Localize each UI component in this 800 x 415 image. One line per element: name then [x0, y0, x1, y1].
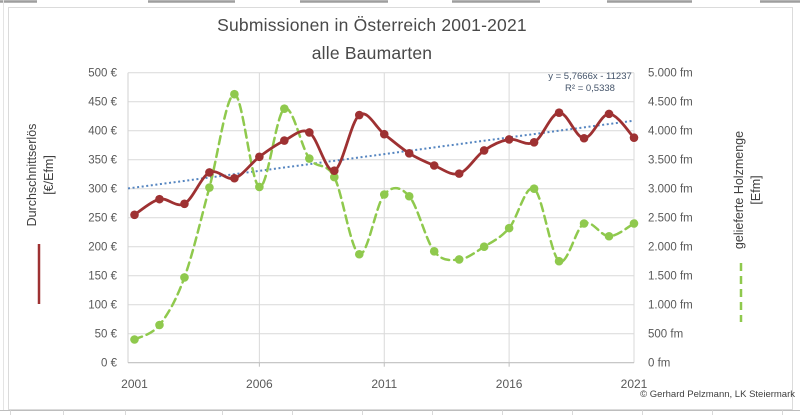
volume-data-point	[155, 320, 164, 330]
revenue-data-point	[429, 161, 439, 170]
volume-data-point	[479, 242, 489, 251]
volume-line	[133, 92, 636, 341]
revenue-data-point	[629, 133, 639, 142]
revenue-data-point	[305, 128, 314, 137]
volume-data-point	[404, 191, 414, 201]
y-right-tick-label: 2.500 fm	[648, 213, 693, 225]
x-tick-label: 2011	[371, 377, 397, 391]
revenue-data-point	[404, 149, 414, 158]
revenue-data-point	[579, 133, 589, 143]
y-left-tick-label: 200 €	[88, 242, 117, 254]
y-right-tick-label: 0 fm	[648, 358, 670, 370]
volume-data-point	[629, 219, 639, 228]
y-right-tick-label: 4.500 fm	[648, 97, 693, 109]
revenue-data-point	[205, 168, 214, 177]
revenue-data-point	[280, 136, 289, 145]
trendline-equation: y = 5,7666x - 11237	[548, 71, 632, 82]
y-left-tick-label: 150 €	[88, 271, 117, 283]
volume-data-point	[579, 219, 589, 228]
left-axis-title-line2: [€/Efm]	[42, 155, 56, 195]
revenue-data-point	[155, 194, 164, 204]
volume-data-point	[205, 183, 214, 192]
volume-data-point	[454, 255, 464, 264]
chart-title: Submissionen in Österreich 2001-2021	[217, 15, 527, 35]
volume-data-point	[354, 249, 364, 259]
y-left-tick-label: 300 €	[88, 184, 117, 196]
volume-data-point	[230, 89, 239, 99]
y-left-tick-label: 50 €	[95, 329, 118, 341]
y-left-tick-label: 250 €	[88, 213, 117, 225]
x-tick-label: 2021	[621, 377, 648, 391]
revenue-data-point	[554, 108, 564, 118]
revenue-data-point	[379, 129, 389, 139]
right-axis-title-line1: gelieferte Holzmenge	[732, 130, 746, 250]
revenue-data-point	[130, 210, 139, 220]
revenue-data-point	[230, 173, 239, 183]
copyright-attribution: © Gerhard Pelzmann, LK Steiermark	[640, 389, 795, 400]
volume-data-point	[255, 182, 264, 192]
volume-data-point	[429, 247, 439, 256]
volume-data-point	[330, 172, 339, 182]
y-right-tick-label: 1.500 fm	[648, 271, 693, 283]
revenue-data-point	[479, 146, 489, 155]
revenue-data-point	[180, 199, 189, 209]
revenue-data-point	[354, 110, 364, 120]
y-left-tick-label: 400 €	[88, 126, 117, 138]
chart-frame	[8, 7, 793, 410]
y-left-tick-label: 0 €	[101, 358, 118, 370]
volume-data-point	[180, 273, 189, 282]
trendline-r-squared: R² = 0,5338	[565, 82, 615, 94]
revenue-data-point	[604, 109, 614, 119]
left-axis-title: Durchschnittserlös [€/Efm]	[24, 105, 58, 245]
y-right-tick-label: 1.000 fm	[648, 300, 693, 312]
revenue-data-point	[454, 169, 464, 178]
volume-data-point	[379, 190, 389, 199]
revenue-data-point	[255, 152, 264, 162]
y-right-tick-label: 5.000 fm	[648, 68, 693, 80]
y-right-tick-label: 3.000 fm	[648, 184, 693, 196]
revenue-data-point	[330, 166, 339, 176]
chart-subtitle: alle Baumarten	[311, 43, 433, 63]
right-axis-title: gelieferte Holzmenge [Efm]	[731, 110, 767, 270]
y-right-tick-label: 3.500 fm	[648, 155, 693, 167]
volume-data-point	[604, 231, 614, 241]
volume-data-point	[305, 154, 314, 163]
revenue-data-point	[504, 135, 514, 144]
trendline-label: y = 5,7666x - 11237 R² = 0,5338	[510, 71, 670, 94]
y-left-tick-label: 350 €	[88, 155, 117, 167]
x-tick-label: 2016	[496, 377, 523, 391]
x-tick-label: 2006	[246, 377, 273, 391]
volume-data-point	[280, 104, 289, 113]
right-axis-title-line2: [Efm]	[749, 175, 763, 205]
x-tick-label: 2001	[121, 377, 148, 391]
y-right-tick-label: 2.000 fm	[648, 242, 693, 254]
volume-data-point	[130, 335, 139, 344]
revenue-data-point	[529, 138, 539, 147]
left-axis-title-line1: Durchschnittserlös	[25, 123, 39, 227]
volume-data-point	[554, 256, 564, 266]
y-left-tick-label: 500 €	[88, 68, 117, 80]
volume-data-point	[504, 223, 514, 233]
y-right-tick-label: 4.000 fm	[648, 126, 693, 138]
volume-data-point	[529, 184, 539, 193]
y-right-tick-label: 500 fm	[648, 329, 683, 341]
y-left-tick-label: 100 €	[88, 300, 117, 312]
y-left-tick-label: 450 €	[88, 97, 117, 109]
